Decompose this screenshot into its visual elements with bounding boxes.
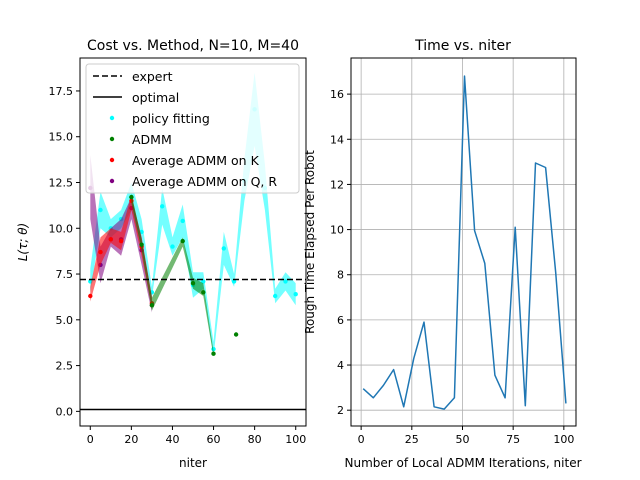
cost-y-tick-label: 7.5 bbox=[56, 268, 74, 281]
cost-x-tick-label: 20 bbox=[124, 433, 138, 446]
time-x-tick-label: 50 bbox=[455, 433, 469, 446]
cost-chart: 0 20 40 60 80 100 0.0 2.5 5.0 7.5 10.0 12.5 15.0 17.5… bbox=[16, 38, 307, 470]
average-admm-on-k-point bbox=[88, 293, 93, 299]
legend-policy-fitting-label: policy fitting bbox=[132, 111, 210, 126]
cost-x-tick-label: 100 bbox=[285, 433, 306, 446]
admm-band bbox=[131, 193, 214, 357]
time-y-tick-label: 10 bbox=[330, 224, 344, 237]
cost-x-tick-label: 0 bbox=[87, 433, 94, 446]
admm-point bbox=[180, 238, 185, 244]
policy-fitting-point bbox=[283, 279, 288, 284]
average-admm-on-k-point bbox=[98, 249, 103, 255]
policy-fitting-point bbox=[221, 246, 226, 251]
cost-y-axis-label: L(τ; θ) bbox=[16, 223, 30, 261]
policy-fitting-point bbox=[293, 292, 298, 297]
time-x-axis-label: Number of Local ADMM Iterations, niter bbox=[344, 456, 581, 470]
time-x-tick-label: 100 bbox=[553, 433, 574, 446]
time-x-tick-label: 0 bbox=[358, 433, 365, 446]
legend-admm-label: ADMM bbox=[132, 132, 172, 147]
policy-fitting-point bbox=[273, 293, 278, 299]
cost-x-tick-label: 80 bbox=[248, 433, 262, 446]
legend-policy-fitting-marker bbox=[109, 115, 115, 121]
admm-point bbox=[201, 290, 206, 295]
time-y-tick-label: 14 bbox=[330, 133, 344, 146]
cost-y-tick-label: 17.5 bbox=[49, 85, 74, 98]
policy-fitting-point bbox=[201, 279, 206, 284]
time-y-tick-label: 4 bbox=[337, 359, 344, 372]
time-series-line bbox=[362, 75, 567, 410]
time-axis-ticks: 0 25 50 75 100 2 4 6 8 10 12 14 16 bbox=[330, 88, 574, 446]
average-admm-on-k-point bbox=[118, 238, 124, 244]
time-x-tick-label: 75 bbox=[506, 433, 520, 446]
cost-legend-box bbox=[85, 63, 300, 194]
policy-fitting-point bbox=[170, 244, 175, 249]
time-chart: 0 25 50 75 100 2 4 6 8 10 12 14 16 Time vs. niter Nu… bbox=[303, 38, 582, 470]
policy-fitting-point bbox=[180, 218, 185, 224]
average-admm-on-k-point bbox=[108, 237, 114, 242]
legend-average-admm-on-q-r-label: Average ADMM on Q, R bbox=[132, 174, 277, 189]
cost-x-axis-label: niter bbox=[179, 456, 207, 470]
time-chart-title: Time vs. niter bbox=[414, 38, 511, 54]
cost-x-tick-label: 60 bbox=[207, 433, 221, 446]
cost-y-tick-label: 15.0 bbox=[49, 131, 74, 144]
cost-axes-frame bbox=[79, 57, 307, 427]
time-plot-area bbox=[362, 75, 567, 410]
policy-fitting-point bbox=[211, 346, 216, 352]
time-x-tick-label: 25 bbox=[405, 433, 419, 446]
policy-fitting-point bbox=[160, 204, 165, 209]
legend-admm-marker bbox=[109, 136, 115, 142]
time-axes-frame bbox=[350, 57, 577, 427]
policy-fitting-point bbox=[98, 207, 103, 213]
legend-average-admm-on-k-marker bbox=[109, 157, 115, 163]
cost-y-tick-label: 2.5 bbox=[56, 360, 74, 373]
time-y-tick-label: 16 bbox=[330, 88, 344, 101]
cost-y-tick-label: 12.5 bbox=[49, 176, 74, 189]
time-y-tick-label: 12 bbox=[330, 178, 344, 191]
admm-point bbox=[233, 332, 239, 337]
admm-point bbox=[211, 351, 216, 356]
cost-x-tick-label: 40 bbox=[165, 433, 179, 446]
admm-point bbox=[139, 242, 144, 247]
admm-point bbox=[129, 194, 134, 200]
time-y-axis-label: Rough Time Elapsed Per Robot bbox=[303, 150, 317, 334]
admm-point bbox=[149, 303, 155, 308]
cost-legend: expert optimal policy fitting ADMM Average A… bbox=[85, 63, 300, 194]
policy-fitting-point bbox=[231, 279, 237, 284]
legend-optimal-label: optimal bbox=[132, 90, 179, 105]
cost-chart-title: Cost vs. Method, N=10, M=40 bbox=[87, 38, 299, 54]
legend-average-admm-on-q-r-marker bbox=[109, 178, 115, 184]
cost-y-tick-label: 5.0 bbox=[56, 314, 74, 327]
cost-axis-ticks: 0 20 40 60 80 100 0.0 2.5 5.0 7.5 10.0 12.5 15.0 17.5 bbox=[49, 85, 307, 446]
time-y-tick-label: 8 bbox=[337, 269, 344, 282]
legend-expert-label: expert bbox=[132, 69, 173, 84]
cost-y-tick-label: 10.0 bbox=[49, 222, 74, 235]
time-y-tick-label: 6 bbox=[337, 314, 344, 327]
admm-point bbox=[190, 281, 196, 286]
cost-y-tick-label: 0.0 bbox=[56, 405, 74, 418]
time-y-tick-label: 2 bbox=[337, 404, 344, 417]
legend-average-admm-on-k-label: Average ADMM on K bbox=[132, 153, 260, 168]
